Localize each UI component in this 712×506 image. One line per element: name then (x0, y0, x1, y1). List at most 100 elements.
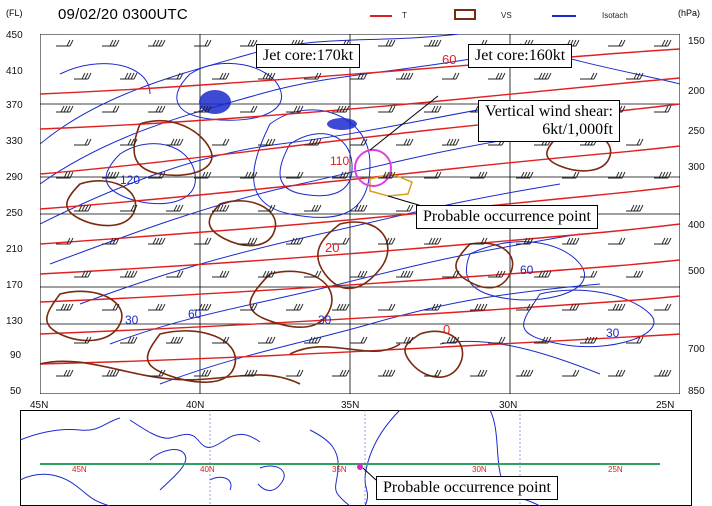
wind-barb (166, 72, 184, 80)
temp-label-0: 0 (443, 322, 450, 337)
wind-barb (424, 171, 442, 179)
wind-barb (534, 336, 552, 344)
speed-label-30-mid: 30 (318, 313, 332, 327)
temp-label-60: 60 (442, 52, 456, 67)
speed-label-30-left: 30 (125, 313, 139, 327)
wind-barb (304, 270, 322, 278)
fl-tick: 90 (10, 350, 22, 361)
wind-barb (240, 369, 258, 377)
wind-barb (654, 369, 672, 377)
wind-barb (378, 105, 396, 113)
probable-point-circle (354, 149, 392, 187)
wind-barb (102, 39, 120, 47)
fl-tick: 130 (6, 316, 23, 327)
wind-barb (488, 270, 506, 278)
wind-barb (562, 369, 580, 377)
map-lat-label: 30N (472, 465, 487, 474)
location-map: 45N 40N 35N 30N 25N (20, 410, 692, 506)
wind-barb (654, 171, 672, 179)
wind-barb (378, 171, 396, 179)
hpa-tick: 250 (688, 126, 705, 137)
wind-barb (286, 369, 304, 377)
hpa-tick: 500 (688, 266, 705, 277)
wind-barb (304, 138, 322, 146)
wind-barb (378, 369, 396, 377)
wind-barb (120, 72, 138, 80)
legend-vertical-shear-label: VS (501, 11, 512, 20)
wind-barb (626, 270, 644, 278)
map-frame (20, 410, 692, 506)
wind-barb (332, 369, 350, 377)
wind-barb (378, 39, 396, 47)
wind-barb (102, 105, 120, 113)
map-lat-label: 45N (72, 465, 87, 474)
wind-barb (304, 72, 322, 80)
wind-barb (258, 138, 276, 146)
wind-barb (562, 237, 580, 245)
probable-point-marker (357, 464, 363, 470)
wind-barb (212, 72, 230, 80)
wind-barb (396, 336, 414, 344)
fl-tick: 290 (6, 172, 23, 183)
fl-tick: 250 (6, 208, 23, 219)
wind-barb (562, 303, 580, 311)
wind-barb (396, 138, 414, 146)
wind-barb (516, 369, 534, 377)
wind-barb (240, 171, 258, 179)
vws-line2: 6kt/1,000ft (542, 121, 613, 138)
wind-barb (424, 369, 442, 377)
wind-barb (332, 171, 350, 179)
wind-barb (654, 39, 672, 47)
wind-barb (56, 237, 74, 245)
wind-barb (396, 72, 414, 80)
wind-barb (442, 138, 460, 146)
wind-barb (258, 72, 276, 80)
wind-barb (102, 237, 120, 245)
vws-line1: Vertical wind shear: (485, 103, 613, 120)
wind-barb (580, 270, 598, 278)
fl-unit-label: (FL) (6, 8, 23, 18)
wind-barb (194, 39, 212, 47)
wind-barb (166, 204, 184, 212)
wind-barb (470, 237, 488, 245)
wind-barb (120, 270, 138, 278)
wind-barb (608, 303, 626, 311)
map-lat-label: 35N (332, 465, 347, 474)
wind-barb (626, 72, 644, 80)
wind-barb (286, 237, 304, 245)
wind-barb (74, 336, 92, 344)
wind-barb (194, 237, 212, 245)
wind-barb (654, 237, 672, 245)
wind-barb (424, 237, 442, 245)
wind-barb (286, 171, 304, 179)
wind-barb (562, 171, 580, 179)
wind-barb (166, 336, 184, 344)
wind-barb (166, 138, 184, 146)
legend-isotach-label: Isotach (602, 11, 628, 20)
fl-tick: 330 (6, 136, 23, 147)
temperature-contours (40, 48, 680, 365)
wind-barb (194, 303, 212, 311)
hpa-tick: 200 (688, 86, 705, 97)
wind-barb (258, 270, 276, 278)
turbulence-area (369, 173, 413, 197)
wind-barb (442, 270, 460, 278)
wind-barb (258, 336, 276, 344)
legend-vertical-shear-swatch (454, 9, 476, 20)
wind-barb (488, 336, 506, 344)
wind-barb (442, 336, 460, 344)
wind-barb (580, 72, 598, 80)
wind-barb (74, 204, 92, 212)
wind-barb (350, 72, 368, 80)
hpa-tick: 300 (688, 162, 705, 173)
legend-isotach-swatch (552, 15, 576, 17)
fl-tick: 210 (6, 244, 23, 255)
chart-title: 09/02/20 0300UTC (58, 6, 188, 23)
wind-barb (424, 105, 442, 113)
lat-tick: 25N (656, 400, 675, 411)
lat-tick: 30N (499, 400, 518, 411)
wind-barb (470, 369, 488, 377)
hpa-tick: 850 (688, 386, 705, 397)
wind-barb (56, 171, 74, 179)
wind-barb (148, 303, 166, 311)
